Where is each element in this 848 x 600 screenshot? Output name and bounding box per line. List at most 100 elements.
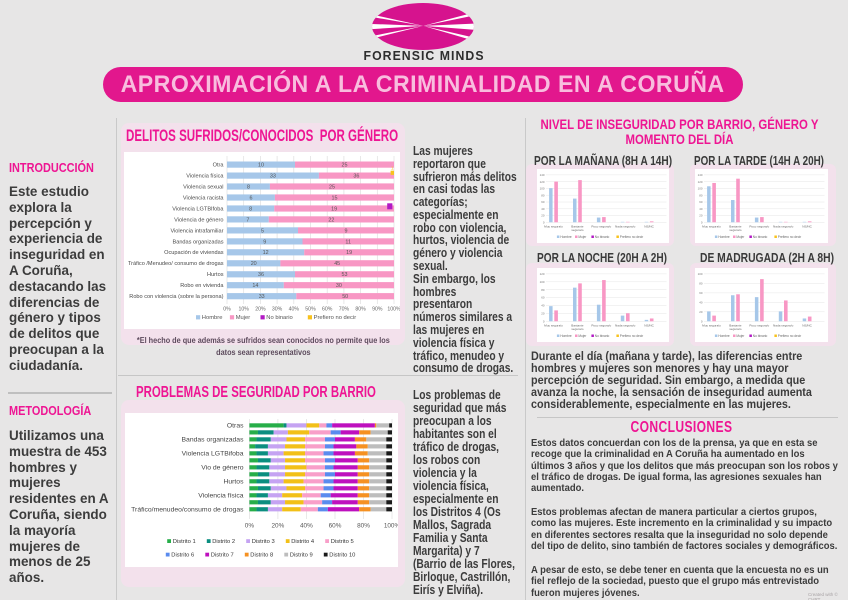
svg-text:33: 33 <box>259 294 265 300</box>
svg-text:Muy segura/o: Muy segura/o <box>544 323 563 327</box>
svg-text:Tráfico /Menudeo/ consumo de d: Tráfico /Menudeo/ consumo de drogas <box>128 261 224 267</box>
svg-text:Distrito 6: Distrito 6 <box>171 553 194 559</box>
svg-text:120: 120 <box>540 180 545 184</box>
svg-text:100: 100 <box>540 187 545 191</box>
svg-text:80: 80 <box>541 288 545 292</box>
svg-text:Hombre: Hombre <box>202 315 223 321</box>
svg-text:Mujer: Mujer <box>736 235 745 239</box>
svg-text:Mujer: Mujer <box>578 235 587 239</box>
svg-text:0%: 0% <box>223 307 231 313</box>
svg-text:36: 36 <box>353 174 359 180</box>
svg-text:20: 20 <box>699 310 703 314</box>
svg-text:12: 12 <box>263 250 269 256</box>
svg-text:Violencia racista: Violencia racista <box>183 195 225 201</box>
svg-text:Bastante: Bastante <box>729 323 741 327</box>
svg-text:0: 0 <box>543 319 545 323</box>
svg-text:20%: 20% <box>255 307 266 313</box>
svg-text:Distrito 9: Distrito 9 <box>290 553 313 559</box>
svg-text:140: 140 <box>540 173 545 177</box>
svg-text:100%: 100% <box>384 523 398 530</box>
svg-text:60: 60 <box>541 296 545 300</box>
svg-text:9: 9 <box>345 228 348 234</box>
svg-text:Hombre: Hombre <box>718 235 730 239</box>
svg-text:Violencia de género: Violencia de género <box>174 217 223 223</box>
svg-text:Violencia LGTBifoba: Violencia LGTBifoba <box>182 451 244 458</box>
svg-text:33: 33 <box>270 174 276 180</box>
svg-text:36: 36 <box>258 272 264 278</box>
svg-text:Muy segura/o: Muy segura/o <box>702 224 721 228</box>
svg-text:Violencia física: Violencia física <box>186 174 224 180</box>
svg-text:Otras: Otras <box>227 423 244 430</box>
svg-text:20: 20 <box>541 214 545 218</box>
svg-text:Hombre: Hombre <box>560 235 572 239</box>
svg-text:Nada segura/o: Nada segura/o <box>773 224 794 228</box>
svg-text:60%: 60% <box>322 307 333 313</box>
svg-text:Violencia LGTBIfoba: Violencia LGTBIfoba <box>172 206 224 212</box>
svg-text:Mujer: Mujer <box>578 334 587 338</box>
svg-text:80: 80 <box>699 193 703 197</box>
svg-text:80%: 80% <box>357 523 370 530</box>
svg-text:Distrito 1: Distrito 1 <box>173 539 196 545</box>
svg-text:9: 9 <box>263 239 266 245</box>
svg-text:60%: 60% <box>329 523 342 530</box>
svg-text:100: 100 <box>698 187 703 191</box>
svg-text:45: 45 <box>334 261 340 267</box>
svg-text:60: 60 <box>699 200 703 204</box>
svg-text:NS/NC: NS/NC <box>644 323 654 327</box>
svg-text:Violencia intrafamiliar: Violencia intrafamiliar <box>170 228 223 234</box>
svg-text:15: 15 <box>332 195 338 201</box>
svg-text:80: 80 <box>541 193 545 197</box>
svg-text:6: 6 <box>250 195 253 201</box>
svg-text:Distrito 4: Distrito 4 <box>291 539 315 545</box>
svg-text:10: 10 <box>258 163 264 169</box>
svg-text:Distrito 10: Distrito 10 <box>329 553 355 559</box>
svg-text:Nada segura/o: Nada segura/o <box>773 323 794 327</box>
svg-text:Violencia física: Violencia física <box>198 493 243 500</box>
svg-text:Poco segura/o: Poco segura/o <box>591 323 611 327</box>
svg-text:Distrito 3: Distrito 3 <box>252 539 275 545</box>
svg-text:Poco segura/o: Poco segura/o <box>749 224 769 228</box>
svg-text:120: 120 <box>698 180 703 184</box>
svg-text:0: 0 <box>701 319 703 323</box>
svg-text:Distrito 7: Distrito 7 <box>211 553 234 559</box>
svg-text:10%: 10% <box>239 307 250 313</box>
svg-text:Violencia sexual: Violencia sexual <box>183 184 223 190</box>
svg-text:40%: 40% <box>289 307 300 313</box>
svg-text:100%: 100% <box>387 307 400 313</box>
svg-text:40: 40 <box>699 300 703 304</box>
svg-text:Prefiero no decir: Prefiero no decir <box>620 235 644 239</box>
svg-text:60: 60 <box>541 200 545 204</box>
svg-text:Robo en vivienda: Robo en vivienda <box>180 283 224 289</box>
svg-text:140: 140 <box>698 173 703 177</box>
svg-text:Prefiero no decir: Prefiero no decir <box>778 235 802 239</box>
svg-text:25: 25 <box>329 184 335 190</box>
svg-text:30: 30 <box>336 283 342 289</box>
svg-text:40: 40 <box>699 207 703 211</box>
svg-text:Prefiero no decir: Prefiero no decir <box>620 334 644 338</box>
svg-text:segura/o: segura/o <box>571 327 583 331</box>
svg-text:11: 11 <box>345 239 351 245</box>
svg-text:Hombre: Hombre <box>560 334 572 338</box>
svg-text:20: 20 <box>541 312 545 316</box>
svg-text:Hurtos: Hurtos <box>223 479 244 486</box>
svg-text:7: 7 <box>246 217 249 223</box>
svg-text:Prefiero no decir: Prefiero no decir <box>778 334 802 338</box>
svg-text:Nada segura/o: Nada segura/o <box>615 323 636 327</box>
svg-text:Mujer: Mujer <box>736 334 745 338</box>
svg-text:Ocupación de viviendas: Ocupación de viviendas <box>164 250 224 256</box>
svg-text:No binario: No binario <box>595 235 610 239</box>
svg-text:30%: 30% <box>272 307 283 313</box>
svg-text:14: 14 <box>252 283 258 289</box>
svg-text:Bastante: Bastante <box>729 224 741 228</box>
svg-text:0: 0 <box>543 220 545 224</box>
svg-text:NS/NC: NS/NC <box>802 323 812 327</box>
svg-text:40: 40 <box>541 207 545 211</box>
svg-text:40%: 40% <box>300 523 313 530</box>
svg-text:19: 19 <box>346 250 352 256</box>
svg-text:40: 40 <box>541 304 545 308</box>
svg-text:1: 1 <box>391 166 394 171</box>
svg-text:Poco segura/o: Poco segura/o <box>749 323 769 327</box>
svg-text:5: 5 <box>261 228 264 234</box>
svg-text:20%: 20% <box>272 523 285 530</box>
svg-text:53: 53 <box>342 272 348 278</box>
